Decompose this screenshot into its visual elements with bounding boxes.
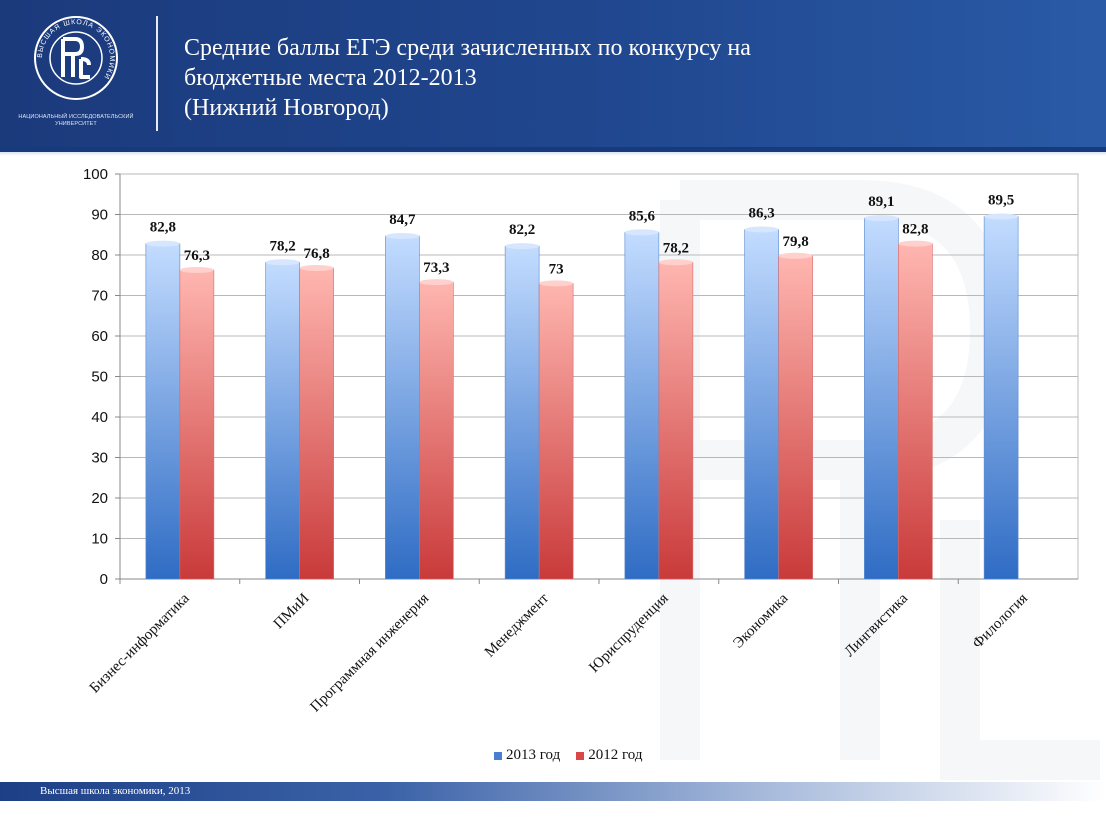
legend-swatch-2013	[494, 751, 502, 760]
data-label: 73,3	[423, 260, 449, 276]
y-tick-label: 90	[91, 207, 108, 224]
legend-swatch-2012	[576, 751, 585, 760]
x-tick-label: ПМиИ	[271, 590, 313, 632]
footer-bar: Высшая школа экономики, 2013	[0, 782, 1106, 801]
bar-2012	[898, 243, 933, 580]
data-label: 86,3	[749, 205, 775, 221]
bar-top-cap	[385, 232, 420, 239]
y-tick-label: 60	[91, 328, 108, 345]
data-label: 89,1	[868, 194, 894, 210]
header-underline	[0, 147, 1106, 156]
hse-logo: ВЫСШАЯ ШКОЛА ЭКОНОМИКИ	[34, 16, 118, 100]
y-tick-label: 100	[83, 166, 108, 183]
bar-2013	[983, 216, 1019, 580]
bar-top-cap	[898, 240, 933, 247]
bar-top-cap	[145, 240, 180, 247]
bar-top-cap	[299, 264, 334, 271]
logo-caption: НАЦИОНАЛЬНЫЙ ИССЛЕДОВАТЕЛЬСКИЙ УНИВЕРСИТ…	[18, 114, 134, 127]
header-banner: ВЫСШАЯ ШКОЛА ЭКОНОМИКИ НАЦИОНАЛЬНЫЙ ИССЛ…	[0, 0, 1106, 147]
bar-2013	[145, 243, 181, 580]
bar-top-cap	[864, 215, 899, 222]
x-tick-label: Филология	[970, 590, 1031, 651]
data-label: 85,6	[629, 208, 656, 224]
x-tick-label: Лингвистика	[842, 590, 912, 660]
data-label: 78,2	[663, 240, 689, 256]
page-title: Средние баллы ЕГЭ среди зачисленных по к…	[184, 33, 1064, 123]
bar-2012	[179, 269, 215, 580]
bar-top-cap	[624, 229, 659, 236]
data-label: 76,3	[184, 248, 210, 264]
bar-top-cap	[984, 213, 1019, 220]
y-tick-label: 80	[91, 247, 108, 264]
bar-2012	[538, 283, 574, 580]
bar-top-cap	[419, 279, 454, 286]
bar-2012	[299, 267, 334, 580]
data-label: 82,8	[902, 222, 928, 238]
bar-2013	[265, 261, 300, 580]
data-label: 78,2	[270, 238, 296, 254]
data-label: 76,8	[304, 246, 330, 262]
x-tick-label: Экономика	[730, 590, 791, 651]
legend-item-2012: 2012 год	[576, 747, 642, 764]
x-tick-label: Менеджмент	[482, 590, 552, 660]
data-label: 82,2	[509, 222, 535, 238]
legend-label-2012: 2012 год	[588, 747, 643, 763]
title-line-2: бюджетные места 2012-2013	[184, 65, 477, 91]
data-label: 79,8	[783, 234, 809, 250]
y-tick-label: 30	[91, 450, 108, 467]
title-line-1: Средние баллы ЕГЭ среди зачисленных по к…	[184, 35, 751, 61]
legend-label-2013: 2013 год	[506, 747, 561, 763]
y-tick-label: 10	[91, 531, 108, 548]
bar-2013	[624, 232, 660, 580]
bar-2012	[778, 255, 813, 580]
bar-top-cap	[539, 280, 574, 287]
bar-top-cap	[778, 252, 813, 259]
header-separator	[156, 16, 158, 131]
data-label: 82,8	[150, 220, 176, 236]
y-tick-label: 40	[91, 409, 108, 426]
y-tick-label: 0	[100, 571, 108, 588]
bar-top-cap	[505, 243, 540, 250]
bar-top-cap	[658, 259, 693, 266]
legend-item-2013: 2013 год	[494, 747, 560, 764]
x-tick-label: Юриспруденция	[586, 590, 671, 675]
data-label: 73	[549, 261, 564, 277]
data-label: 89,5	[988, 193, 1014, 209]
x-tick-label: Программная инженерия	[307, 590, 432, 715]
bar-2012	[419, 281, 454, 580]
bar-2013	[864, 217, 899, 580]
title-line-3: (Нижний Новгород)	[184, 95, 389, 121]
data-label: 84,7	[389, 212, 416, 228]
chart-legend: 2013 год 2012 год	[494, 747, 642, 764]
bar-top-cap	[265, 259, 300, 266]
bar-2012	[658, 261, 694, 580]
bar-2013	[744, 229, 779, 580]
y-tick-label: 50	[91, 369, 108, 386]
bar-top-cap	[744, 226, 779, 233]
y-tick-label: 70	[91, 288, 108, 305]
bar-2013	[385, 235, 420, 580]
bar-2013	[504, 245, 540, 580]
footer-text: Высшая школа экономики, 2013	[40, 785, 191, 797]
bar-top-cap	[179, 266, 214, 273]
x-tick-label: Бизнес-информатика	[87, 590, 193, 696]
y-tick-label: 20	[91, 490, 108, 507]
